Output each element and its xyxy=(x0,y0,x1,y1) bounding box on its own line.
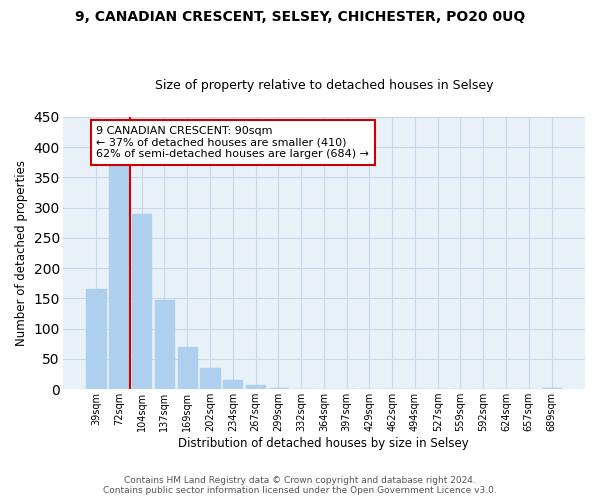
Bar xyxy=(246,385,265,389)
Y-axis label: Number of detached properties: Number of detached properties xyxy=(15,160,28,346)
Text: Contains HM Land Registry data © Crown copyright and database right 2024.
Contai: Contains HM Land Registry data © Crown c… xyxy=(103,476,497,495)
Bar xyxy=(132,214,151,389)
Bar xyxy=(155,300,174,389)
Bar xyxy=(542,388,561,389)
Bar xyxy=(178,347,197,389)
Bar xyxy=(337,388,356,389)
Bar xyxy=(223,380,242,389)
Title: Size of property relative to detached houses in Selsey: Size of property relative to detached ho… xyxy=(155,79,493,92)
Text: 9 CANADIAN CRESCENT: 90sqm
← 37% of detached houses are smaller (410)
62% of sem: 9 CANADIAN CRESCENT: 90sqm ← 37% of deta… xyxy=(96,126,369,159)
Bar xyxy=(109,162,128,389)
Bar xyxy=(200,368,220,389)
X-axis label: Distribution of detached houses by size in Selsey: Distribution of detached houses by size … xyxy=(178,437,469,450)
Text: 9, CANADIAN CRESCENT, SELSEY, CHICHESTER, PO20 0UQ: 9, CANADIAN CRESCENT, SELSEY, CHICHESTER… xyxy=(75,10,525,24)
Bar xyxy=(269,388,288,389)
Bar xyxy=(86,290,106,389)
